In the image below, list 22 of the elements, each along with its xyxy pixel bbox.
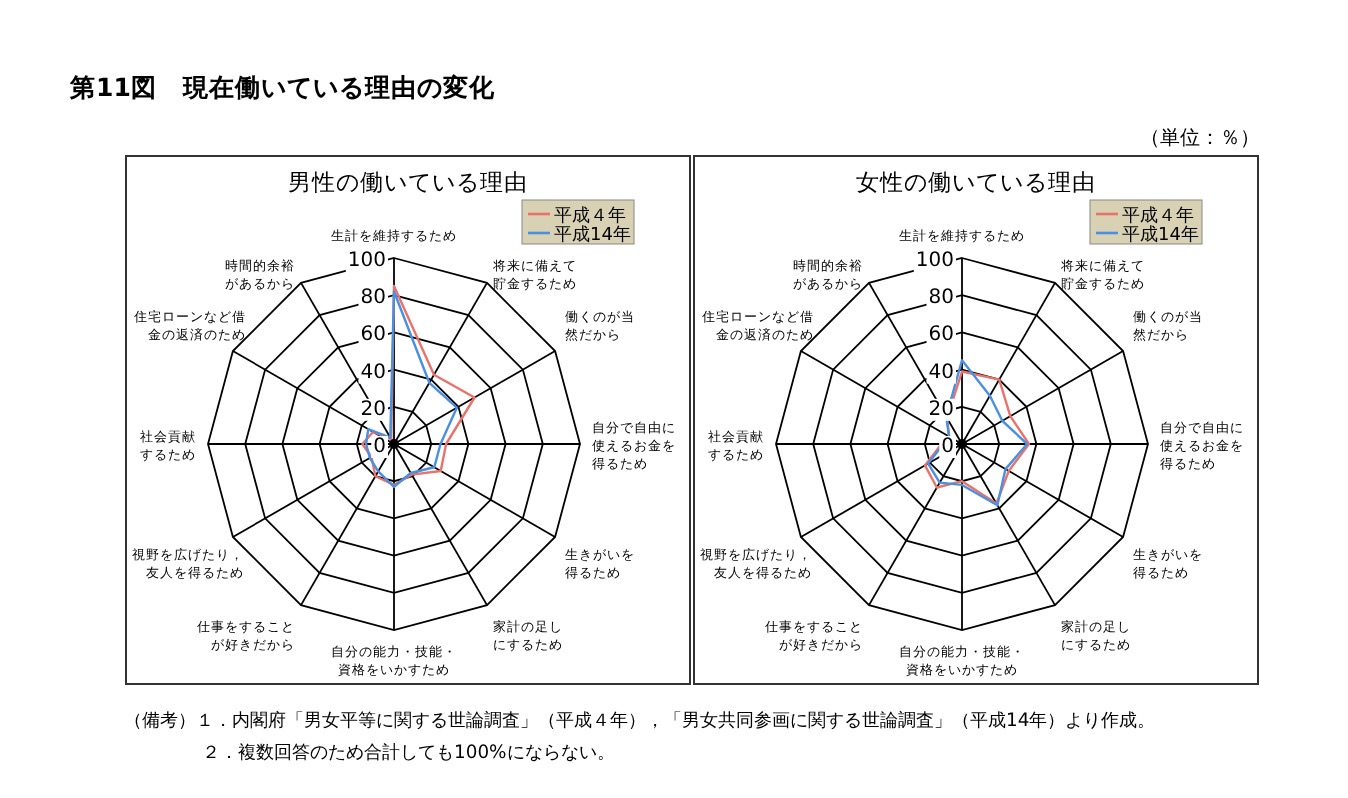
y-tick-label: 40 (928, 361, 954, 384)
y-tick-label: 80 (928, 287, 954, 310)
legend-label: 平成14年 (1122, 224, 1199, 246)
y-tick-label: 40 (360, 361, 386, 384)
chart-title: 男性の働いている理由 (288, 168, 528, 196)
legend-label: 平成14年 (554, 224, 631, 246)
y-tick-label: 60 (360, 324, 386, 347)
text: ２．複数回答のため合計しても100%にならない。 (202, 742, 615, 764)
y-tick-label: 100 (347, 250, 386, 272)
y-tick-label: 60 (928, 324, 954, 347)
y-tick-label: 0 (373, 436, 386, 458)
chart-title: 女性の働いている理由 (856, 168, 1096, 196)
y-tick-label: 20 (360, 398, 386, 421)
y-tick-label: 80 (360, 287, 386, 310)
legend-label: 平成４年 (1122, 205, 1194, 227)
text: 第11図 現在働いている理由の変化 (68, 72, 497, 102)
y-tick-label: 20 (928, 398, 954, 421)
y-tick-label: 0 (941, 436, 954, 458)
y-tick-label: 100 (915, 250, 954, 272)
legend-label: 平成４年 (554, 205, 626, 227)
text: （備考）１．内閣府「男女平等に関する世論調査」（平成４年），「男女共同参画に関する世論調査」（平成14年）より作成。 (124, 710, 1156, 732)
text: （単位：％） (1140, 126, 1260, 150)
